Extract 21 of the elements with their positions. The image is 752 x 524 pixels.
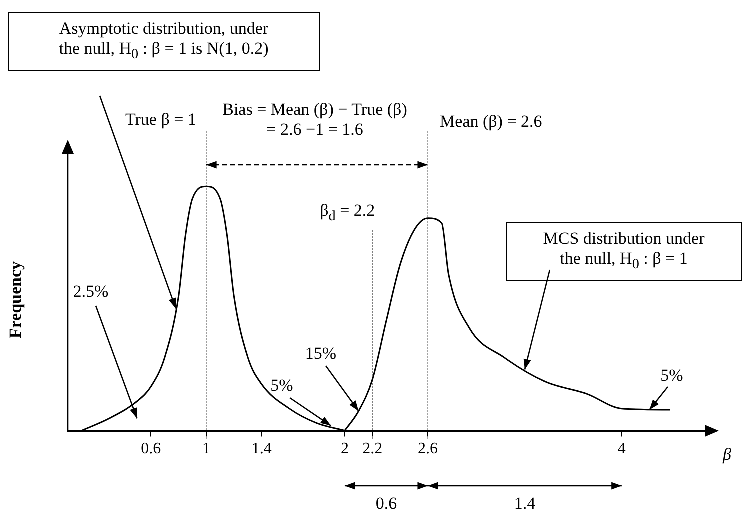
ref-line-label: True β = 1	[124, 110, 196, 130]
x-axis-title: β	[723, 444, 732, 465]
x-tick-label: 4	[618, 440, 626, 458]
text: Asymptotic distribution, under the null, H$_{0}$ : β = 1 is N(1, 0.2)	[8, 12, 320, 72]
annotation: 2.5%	[72, 282, 110, 302]
x-tick-label: 0.6	[141, 440, 162, 458]
x-tick-label: 1.4	[252, 440, 272, 458]
annotation: 15%	[304, 344, 338, 364]
x-tick-label: 2	[340, 440, 349, 458]
annotation: MCS distribution under the null, H$_{0}$ : β = 1	[506, 222, 742, 282]
text: Bias = Mean (β) − True (β) = 2.6 −1 = 1.6	[222, 100, 408, 139]
ref-line-label: β$_{d}$ = 2.2	[319, 200, 376, 226]
x-tick-label: 2.6	[418, 440, 438, 458]
x-tick-label: 2.2	[362, 440, 383, 458]
ref-line-label: Mean (β) = 2.6	[440, 112, 544, 132]
annotation: 5%	[270, 376, 294, 396]
y-axis-title: Frequency	[6, 261, 26, 339]
text: 1.4	[513, 494, 537, 514]
annotation: 5%	[660, 366, 684, 386]
text: 0.6	[374, 494, 398, 514]
x-tick-label: 1	[202, 440, 210, 458]
